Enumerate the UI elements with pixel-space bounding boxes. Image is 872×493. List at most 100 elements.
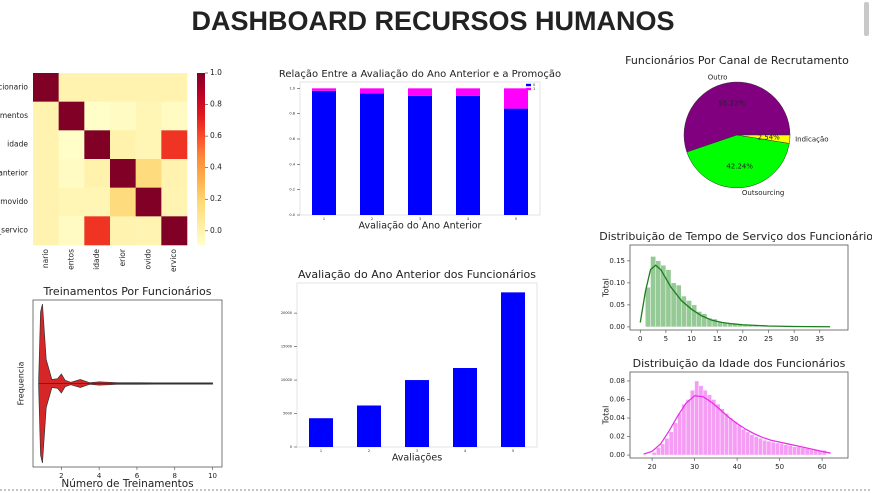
heatmap-cell [161,73,188,102]
histogram-bar [645,287,651,328]
heatmap-cell [84,159,111,188]
histogram-bar [707,394,712,456]
y-tick-label: 1.0 [289,86,295,90]
histogram-bar [715,403,721,456]
histogram-bar [783,444,789,456]
x-tick-label: 4 [464,449,467,453]
histogram-bar [724,413,729,456]
histogram-bar [745,431,751,456]
row-label: anterior [0,168,29,177]
heatmap-cell [58,216,85,246]
x-axis-label: Avaliação do Ano Anterior [359,221,482,232]
plot-frame [32,299,223,468]
slice-value: 2.54% [758,134,781,142]
col-label: entos [67,249,76,270]
scrollbar[interactable] [864,2,869,36]
histogram-bar [711,399,717,456]
histogram-bar [804,448,810,456]
y-tick-label: 0.15 [609,257,625,265]
histogram-bar [677,413,683,456]
histogram-bar [694,380,700,456]
heatmap-cell [110,187,136,217]
histogram-bar [732,421,738,456]
colorbar-tick-label: 0.8 [210,100,222,109]
histogram-bar [792,446,797,456]
pie-slice [736,134,791,144]
col-label: erior [118,248,127,266]
bar [309,418,333,447]
bar-segment [456,95,480,215]
heatmap-cell [161,101,188,131]
y-tick-label: 0.08 [609,377,625,385]
bar-segment [312,90,336,215]
legend-label: 1 [533,87,535,91]
histogram-bar [685,399,691,456]
bar [405,380,429,447]
y-tick-label: 0.06 [609,395,625,403]
chart-title: Funcionários Por Canal de Recrutamento [625,54,849,67]
histogram-bar [749,434,755,456]
x-axis-label: Avaliações [392,453,442,464]
histogram-bar [779,443,785,456]
x-tick-label: 2 [371,217,373,221]
heatmap-cell [84,216,111,246]
x-tick-label: 20 [648,463,657,471]
histogram-bar [655,260,661,328]
heatmap-cell [110,101,136,131]
x-tick-label: 50 [775,463,784,471]
y-axis-label: Frequencia [17,362,26,406]
heatmap-cell [110,159,136,188]
colorbar-tick-label: 0.2 [210,194,222,203]
heatmap-cell [135,101,162,131]
heatmap-cell [84,187,111,217]
heatmap-cell [58,187,85,217]
histogram-bar [690,390,695,456]
y-tick-label: 0 [290,445,292,449]
bar-segment [456,88,480,96]
y-tick-label: 20000 [281,311,292,315]
histogram-bar [664,438,670,456]
x-tick-label: 20 [738,335,747,343]
x-tick-label: 3 [419,217,421,221]
histogram-bar [736,425,742,456]
legend-label: 0 [533,83,535,87]
histogram-bar [656,447,661,456]
bar [453,368,477,447]
y-tick-label: 15000 [281,345,292,349]
histogram-bar [728,417,734,456]
x-tick-label: 25 [764,335,773,343]
chart-title: Avaliação do Ano Anterior dos Funcionári… [298,268,536,281]
x-axis-label: Número de Treinamentos [61,478,193,490]
colorbar-tick-label: 0.6 [210,131,222,140]
histogram-bar [766,440,772,456]
histogram-bar [753,436,759,456]
heatmap-cell [135,130,162,160]
bar-segment [408,95,432,215]
histogram-bar [686,300,692,328]
violin-half [38,303,213,384]
violin-half [38,383,213,464]
heatmap-cell [58,101,85,131]
colorbar-tick-label: 0.0 [210,226,222,235]
histogram-bar [758,438,763,456]
heatmap-cell [33,130,59,160]
slice-label: Outsourcing [742,189,784,197]
bar-segment [360,88,384,94]
y-tick-label: 0.02 [609,433,625,441]
x-tick-label: 35 [815,335,824,343]
y-tick-label: 0.2 [289,188,295,192]
colorbar-tick-label: 0.4 [210,163,222,172]
y-axis-label: Total [602,278,611,298]
histogram-bar [775,442,780,456]
x-tick-label: 2 [59,472,63,480]
heatmap-cell [161,159,188,188]
x-tick-label: 6 [135,472,140,480]
heatmap-cell [84,101,111,131]
row-label: idade [7,140,28,149]
slice-value: 55.22% [718,100,745,108]
y-tick-label: 0.10 [609,279,625,287]
heatmap-cell [135,159,162,188]
histogram-bar [651,452,657,456]
histogram-bar [673,422,678,456]
colorbar [197,73,205,245]
